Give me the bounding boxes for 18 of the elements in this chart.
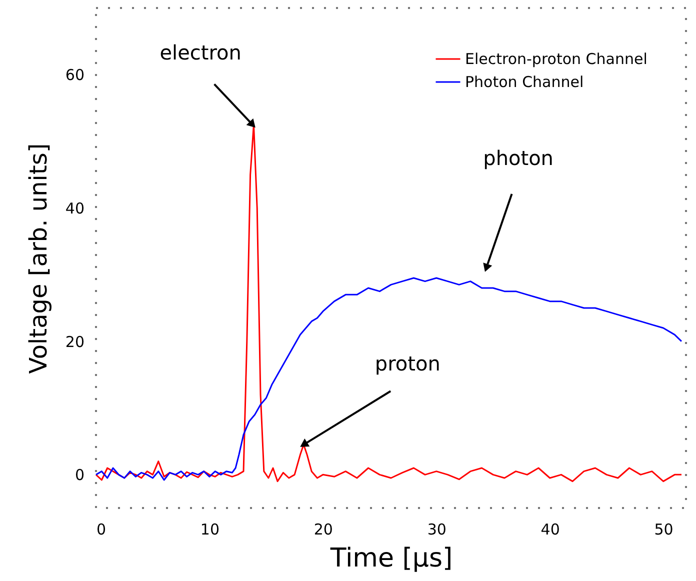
- x-tick-label: 0: [96, 520, 106, 538]
- line-series: [95, 277, 682, 481]
- annotation: proton: [374, 352, 440, 376]
- y-tick-label: 0: [74, 466, 84, 484]
- x-tick-label: 40: [540, 520, 560, 538]
- x-tick-label: 10: [200, 520, 220, 538]
- y-axis-title: Voltage [arb. units]: [24, 143, 52, 374]
- x-axis-title: Time [µs]: [329, 544, 453, 574]
- x-tick-label: 20: [314, 520, 333, 538]
- y-tick-label: 40: [65, 200, 84, 218]
- legend-label: Photon Channel: [465, 73, 584, 91]
- annotation: electron: [160, 40, 242, 65]
- x-tick-label: 30: [427, 520, 446, 538]
- y-tick-label: 20: [65, 332, 84, 351]
- annotation: photon: [483, 146, 554, 170]
- legend-label: Electron-proton Channel: [465, 50, 648, 68]
- x-tick-label: 50: [654, 520, 674, 538]
- y-tick-label: 60: [65, 66, 84, 84]
